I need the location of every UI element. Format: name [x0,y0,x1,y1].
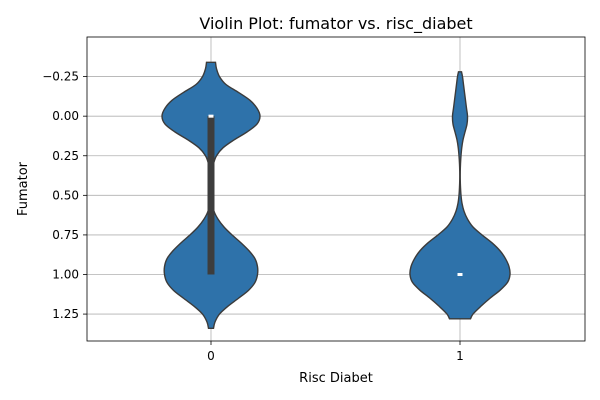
y-tick-label: 0.75 [52,228,79,242]
violin-box [207,116,215,275]
y-tick-label: 0.50 [52,188,79,202]
y-axis-label: Fumator [16,161,31,216]
y-tick-label: 1.25 [52,307,79,321]
x-tick-label: 0 [207,349,215,363]
violin-median [457,273,463,276]
x-tick-label: 1 [456,349,464,363]
violin-median [208,114,214,118]
y-tick-label: 1.00 [52,268,79,282]
grid [87,37,585,341]
y-tick-label: 0.00 [52,109,79,123]
violins [161,61,511,330]
y-tick-label: −0.25 [42,70,79,84]
violin-body [409,71,511,320]
y-tick-label: 0.25 [52,149,79,163]
x-axis-label: Risc Diabet [299,371,373,386]
chart-title: Violin Plot: fumator vs. risc_diabet [199,14,472,34]
axis-ticks: −0.25 0.00 0.25 0.50 0.75 1.00 1.25 0 1 [42,70,464,363]
plot-frame [86,36,586,342]
